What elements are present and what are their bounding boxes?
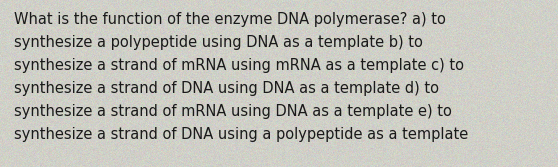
Text: synthesize a strand of DNA using DNA as a template d) to: synthesize a strand of DNA using DNA as … [14,81,439,96]
Text: synthesize a strand of mRNA using DNA as a template e) to: synthesize a strand of mRNA using DNA as… [14,104,452,119]
Text: synthesize a strand of mRNA using mRNA as a template c) to: synthesize a strand of mRNA using mRNA a… [14,58,464,73]
Text: synthesize a strand of DNA using a polypeptide as a template: synthesize a strand of DNA using a polyp… [14,127,468,142]
Text: What is the function of the enzyme DNA polymerase? a) to: What is the function of the enzyme DNA p… [14,12,446,27]
Text: synthesize a polypeptide using DNA as a template b) to: synthesize a polypeptide using DNA as a … [14,35,423,50]
